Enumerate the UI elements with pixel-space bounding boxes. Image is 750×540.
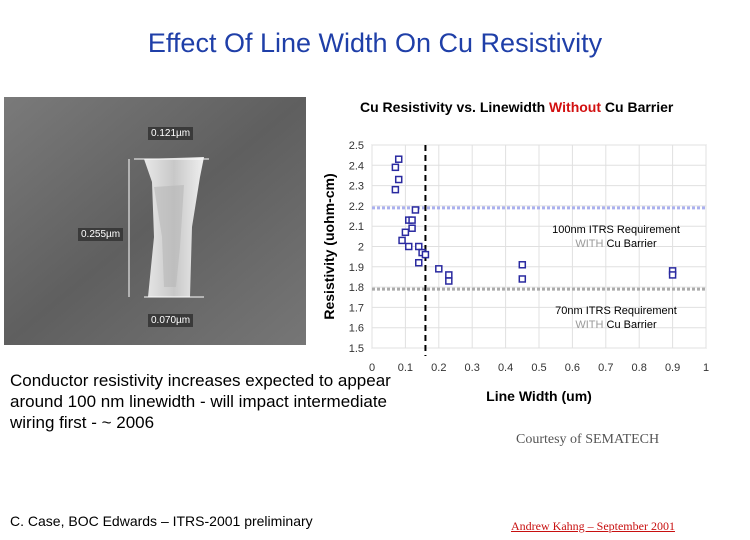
micrograph-image <box>4 97 306 345</box>
x-tick-label: 0.8 <box>632 362 647 374</box>
data-point <box>518 261 527 269</box>
data-point <box>445 277 453 285</box>
data-point <box>391 163 400 172</box>
chart-title-part1: Cu Resistivity vs. Linewidth <box>360 99 550 115</box>
data-point <box>435 265 443 273</box>
x-tick-label: 0.9 <box>665 362 680 374</box>
x-tick-label: 0.4 <box>498 362 513 374</box>
chart-title-highlight: Without <box>549 99 602 115</box>
y-tick-label: 1.8 <box>349 282 364 294</box>
data-point <box>411 206 420 214</box>
data-point <box>421 250 430 259</box>
y-tick-label: 2.1 <box>349 221 364 233</box>
sem-micrograph: 0.121µm 0.255µm 0.070µm <box>4 97 306 345</box>
y-tick-label: 2.3 <box>349 181 364 193</box>
y-tick-label: 1.6 <box>349 323 364 335</box>
x-tick-label: 1 <box>703 362 709 374</box>
footer-presenter: Andrew Kahng – September 2001 <box>511 519 675 533</box>
data-point <box>668 271 677 279</box>
reference-label-suffix: Cu Barrier <box>603 238 657 250</box>
x-tick-label: 0.3 <box>465 362 480 374</box>
data-point <box>518 275 527 283</box>
data-point <box>415 242 423 251</box>
x-tick-label: 0.5 <box>531 362 546 374</box>
chart-title: Cu Resistivity vs. Linewidth Without Cu … <box>360 99 673 115</box>
y-tick-label: 2.2 <box>349 201 364 213</box>
x-tick-label: 0.1 <box>398 362 413 374</box>
x-axis-label: Line Width (um) <box>486 388 592 404</box>
y-axis-label: Resistivity (uohm-cm) <box>321 173 337 319</box>
y-tick-label: 1.9 <box>349 262 364 274</box>
reference-label-line2: WITH Cu Barrier <box>575 238 657 250</box>
reference-label-line1: 70nm ITRS Requirement <box>555 305 677 317</box>
data-point <box>408 216 416 224</box>
data-point <box>394 155 403 163</box>
y-tick-label: 2 <box>358 242 364 254</box>
data-point <box>408 224 416 232</box>
reference-label-line2: WITH Cu Barrier <box>575 319 657 331</box>
data-point <box>404 242 413 251</box>
footer-author: C. Case, BOC Edwards – ITRS-2001 prelimi… <box>10 513 313 529</box>
slide-title: Effect Of Line Width On Cu Resistivity <box>147 28 603 58</box>
x-tick-label: 0.7 <box>598 362 613 374</box>
data-point <box>394 175 403 184</box>
reference-label-suffix: Cu Barrier <box>603 319 657 331</box>
micrograph-label-left: 0.255µm <box>78 228 124 241</box>
y-tick-label: 1.5 <box>349 343 364 355</box>
chart-title-part2: Cu Barrier <box>601 99 674 115</box>
reference-label-with: WITH <box>575 319 603 331</box>
body-text: Conductor resistivity increases expected… <box>10 371 391 432</box>
data-point <box>398 236 406 245</box>
data-point <box>401 228 410 237</box>
x-tick-label: 0 <box>369 362 375 374</box>
micrograph-label-bottom: 0.070µm <box>148 314 194 327</box>
data-point <box>391 185 400 194</box>
micrograph-label-top: 0.121µm <box>148 127 194 140</box>
data-point <box>445 271 453 279</box>
y-tick-label: 2.4 <box>349 160 364 172</box>
data-point <box>415 258 423 267</box>
reference-label-with: WITH <box>575 238 603 250</box>
y-tick-label: 2.5 <box>349 140 364 152</box>
courtesy-credit: Courtesy of SEMATECH <box>516 432 660 447</box>
x-tick-label: 0.6 <box>565 362 580 374</box>
x-tick-label: 0.2 <box>431 362 446 374</box>
y-tick-label: 1.7 <box>349 302 364 314</box>
reference-label-line1: 100nm ITRS Requirement <box>552 224 680 236</box>
